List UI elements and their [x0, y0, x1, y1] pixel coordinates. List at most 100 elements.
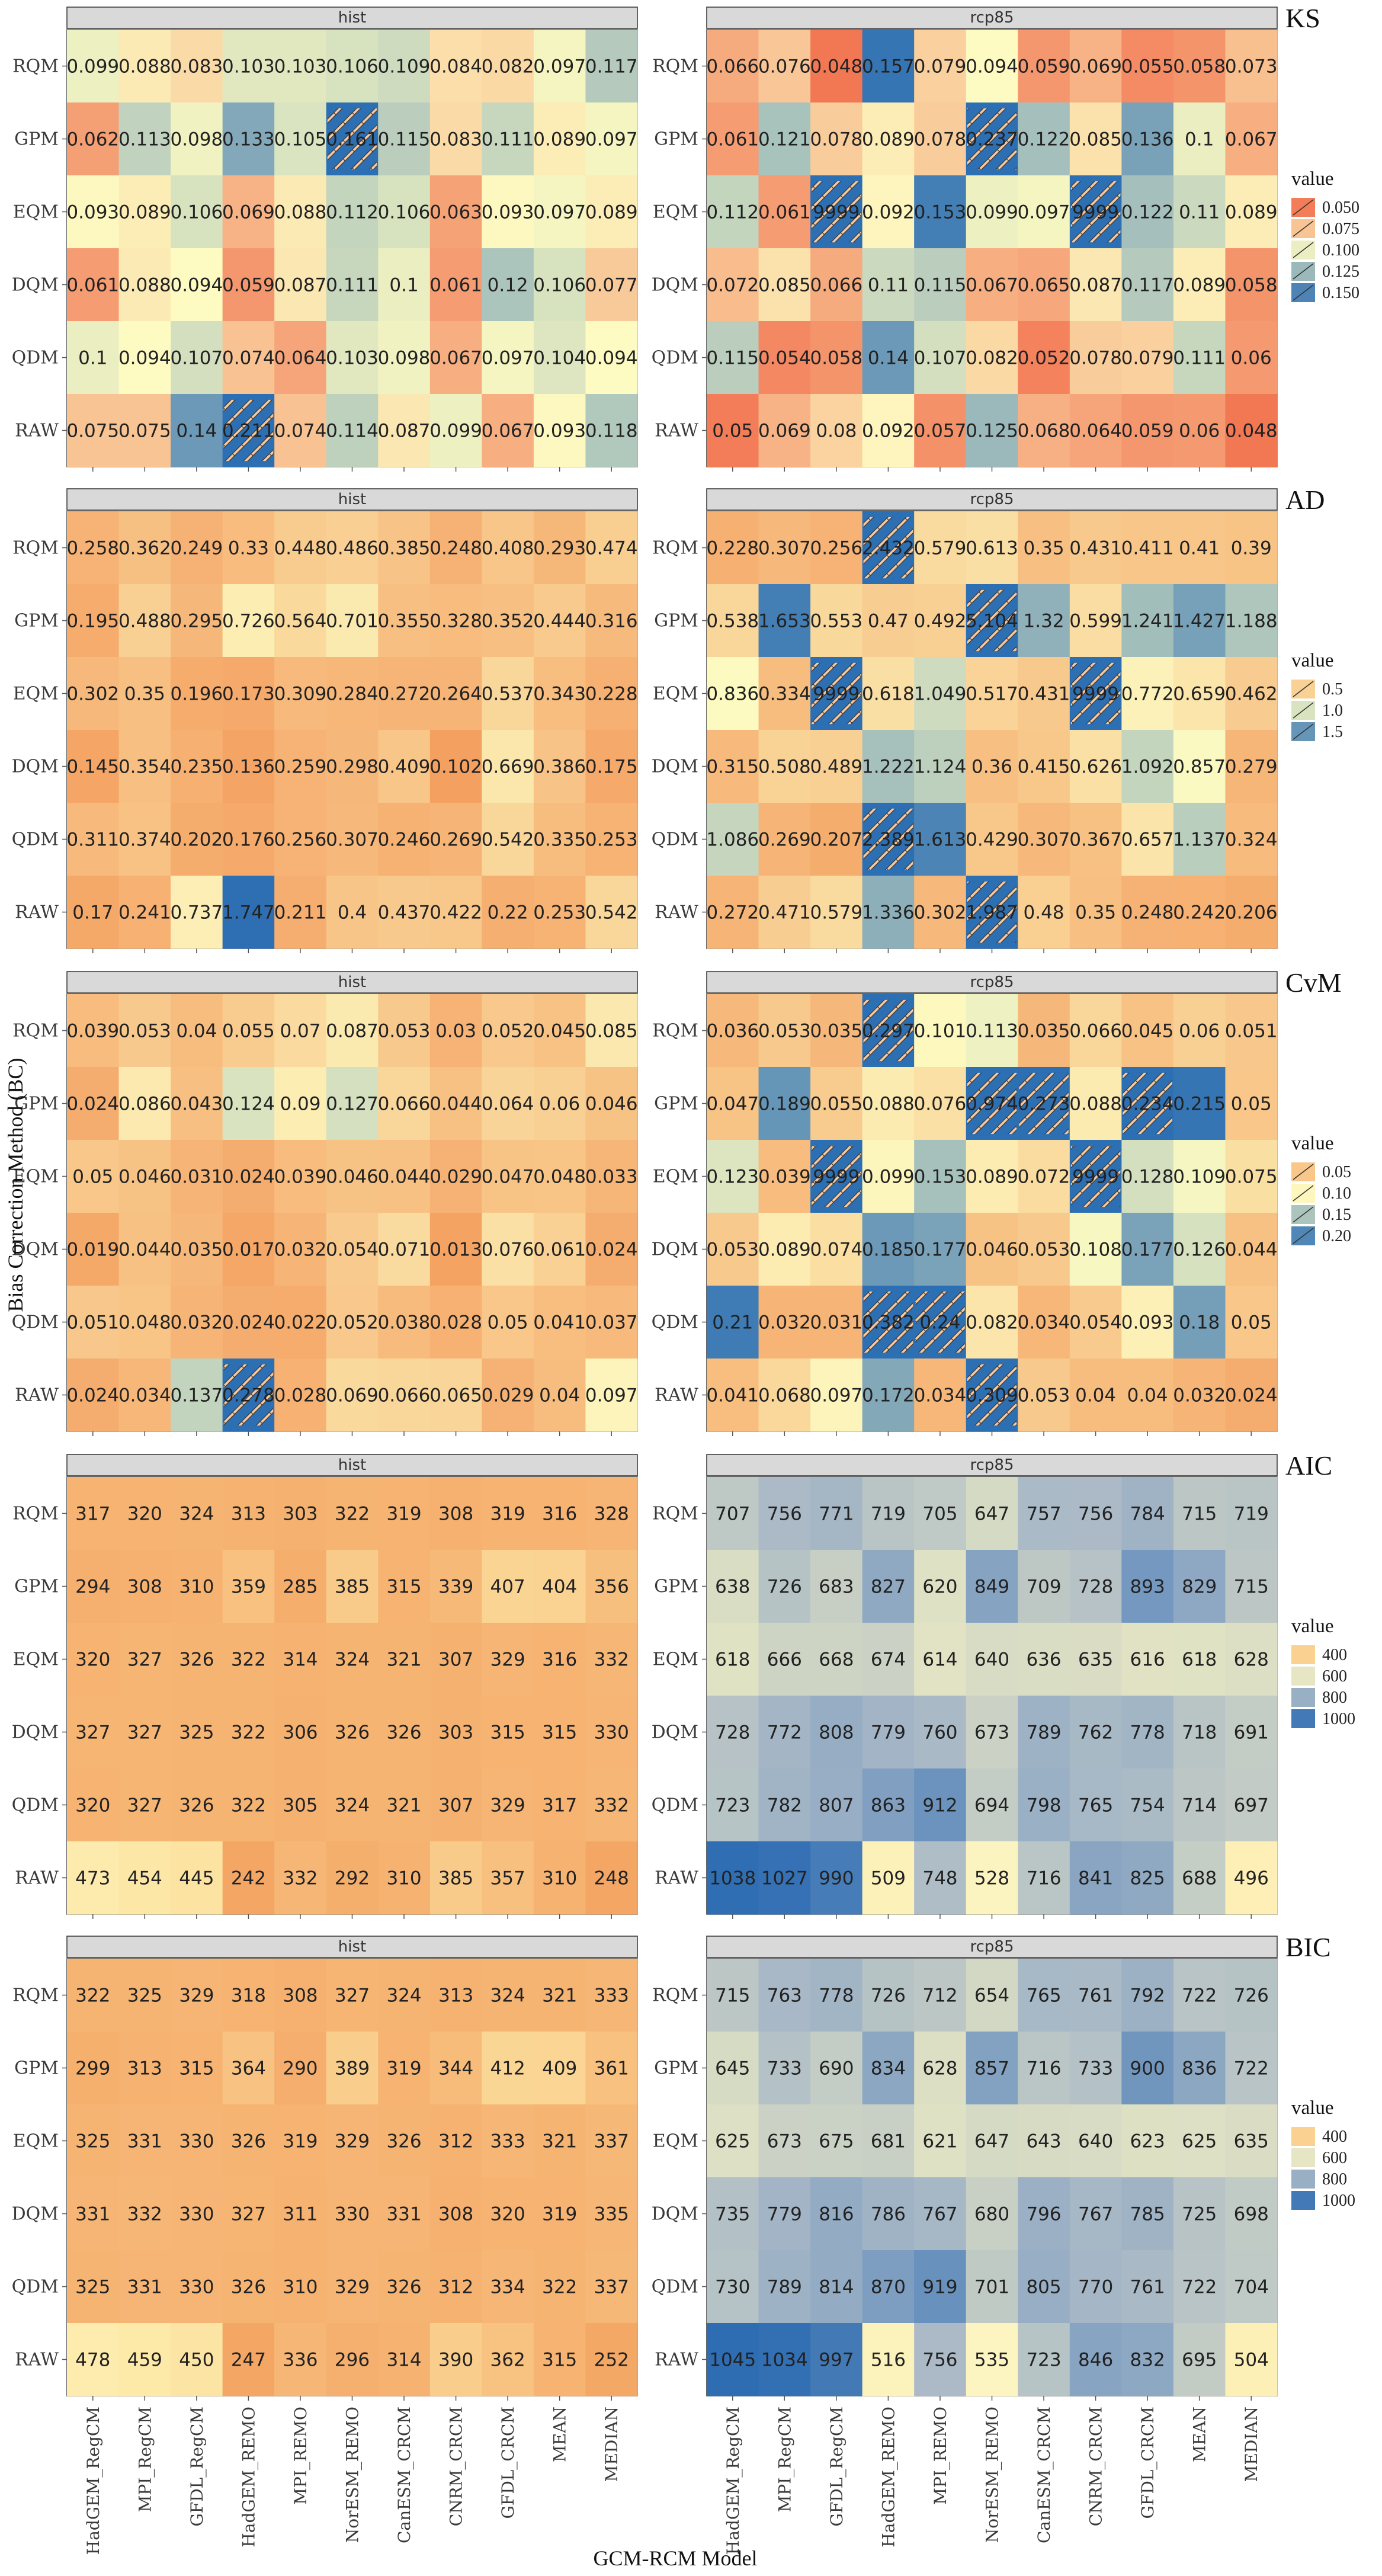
- heat-cell: [118, 1213, 171, 1286]
- cell-value: 0.099: [66, 56, 119, 78]
- heat-cell: [171, 1359, 223, 1432]
- heat-cell: [1069, 2323, 1122, 2396]
- cell-value: 698: [1234, 2204, 1269, 2225]
- heat-cell: [707, 994, 759, 1068]
- cell-value: 0.099: [429, 421, 482, 442]
- cell-value: 0.537: [482, 684, 534, 705]
- cell-value: 1.241: [1121, 611, 1174, 632]
- heat-cell: [914, 175, 967, 249]
- cell-value: 0.492: [914, 611, 967, 632]
- heat-cell: [67, 1841, 120, 1915]
- heat-cell: [585, 1213, 638, 1286]
- cell-value: 334: [490, 2277, 525, 2298]
- heat-cell: [274, 321, 327, 395]
- cell-value: 618: [1182, 1649, 1217, 1671]
- cell-value: 704: [1234, 2277, 1269, 2298]
- cell-value: 0.215: [1173, 1094, 1226, 1115]
- heat-cell: [758, 994, 811, 1068]
- cell-value: 0.113: [118, 129, 171, 150]
- heat-cell: [326, 2032, 379, 2105]
- cell-value: 0.385: [378, 538, 431, 559]
- heat-cell: [274, 584, 327, 658]
- heat-cell: [274, 2177, 327, 2251]
- cell-value: 308: [438, 1504, 473, 1525]
- cell-value: 0.032: [274, 1239, 327, 1261]
- cell-value: 0.228: [585, 684, 638, 705]
- heat-cell: [862, 584, 915, 658]
- heat-cell: [378, 321, 431, 395]
- cell-value: 310: [542, 1868, 577, 1889]
- heat-cell: [1173, 2323, 1226, 2396]
- cell-value: 0.028: [429, 1312, 482, 1334]
- row-label: RQM: [12, 1985, 59, 2006]
- hatch-overlay: [812, 662, 861, 725]
- cell-value: 0.437: [378, 902, 431, 924]
- cell-value: 319: [283, 2131, 318, 2152]
- heat-cell: [707, 1140, 759, 1213]
- cell-value: 0.39: [1231, 538, 1272, 559]
- cell-value: 339: [438, 1577, 473, 1598]
- cell-value: 0.109: [378, 56, 431, 78]
- cell-value: 0.112: [326, 202, 379, 223]
- cell-value: 0.053: [1018, 1385, 1070, 1406]
- heat-cell: [810, 1550, 863, 1623]
- cell-value: 0.061: [533, 1239, 586, 1261]
- cell-value: 0.069: [758, 421, 811, 442]
- heat-cell: [171, 321, 223, 395]
- heat-cell: [862, 1550, 915, 1623]
- cell-value: 336: [283, 2350, 318, 2371]
- row-label: EQM: [13, 684, 59, 704]
- heat-cell: [222, 2323, 275, 2396]
- cell-value: 778: [819, 1985, 854, 2007]
- cell-value: 0.123: [706, 1167, 759, 1188]
- cell-value: 0.12: [488, 275, 528, 296]
- heat-cell: [1225, 511, 1278, 585]
- cell-value: 0.315: [706, 757, 759, 778]
- heat-cell: [378, 394, 431, 467]
- cell-value: 0.448: [274, 538, 327, 559]
- heat-cell: [482, 394, 534, 467]
- heat-cell: [67, 1696, 120, 1769]
- heat-cell: [482, 248, 534, 322]
- heat-cell: [810, 30, 863, 103]
- cell-value: 0.087: [274, 275, 327, 296]
- heat-cell: [707, 1623, 759, 1696]
- cell-value: 313: [231, 1504, 266, 1525]
- cell-value: 0.076: [914, 1094, 967, 1115]
- cell-value: 705: [922, 1504, 957, 1525]
- heat-cell: [966, 1696, 1018, 1769]
- heat-cell: [533, 1067, 586, 1140]
- cell-value: 0.14: [868, 348, 909, 369]
- heat-cell: [585, 1696, 638, 1769]
- cell-value: 0.726: [222, 611, 275, 632]
- cell-value: 308: [127, 1577, 162, 1598]
- cell-value: 321: [386, 1649, 421, 1671]
- heat-cell: [966, 657, 1018, 730]
- heat-cell: [1173, 248, 1226, 322]
- cell-value: 829: [1182, 1577, 1217, 1598]
- cell-value: 0.431: [1069, 538, 1122, 559]
- heat-cell: [274, 248, 327, 322]
- cell-value: 0.094: [118, 348, 171, 369]
- cell-value: 715: [1234, 1577, 1269, 1598]
- heat-cell: [707, 102, 759, 176]
- legend-key: [1291, 2191, 1315, 2210]
- heat-cell: [326, 1067, 379, 1140]
- heat-cell: [533, 394, 586, 467]
- cell-value: 779: [767, 2204, 802, 2225]
- cell-value: 0.084: [429, 56, 482, 78]
- heat-cell: [1069, 1359, 1122, 1432]
- cell-value: 0.542: [482, 829, 534, 851]
- metric-title: CvM: [1285, 967, 1342, 998]
- heat-cell: [758, 2323, 811, 2396]
- heat-cell: [758, 248, 811, 322]
- heat-cell: [274, 730, 327, 803]
- heat-cell: [429, 1286, 482, 1359]
- cell-value: 326: [231, 2277, 266, 2298]
- row-label: QDM: [652, 348, 698, 369]
- heat-cell: [1121, 30, 1174, 103]
- cell-value: 315: [490, 1722, 525, 1744]
- col-label: CNRM_CRCM: [1086, 2407, 1106, 2526]
- cell-value: 0.295: [170, 611, 223, 632]
